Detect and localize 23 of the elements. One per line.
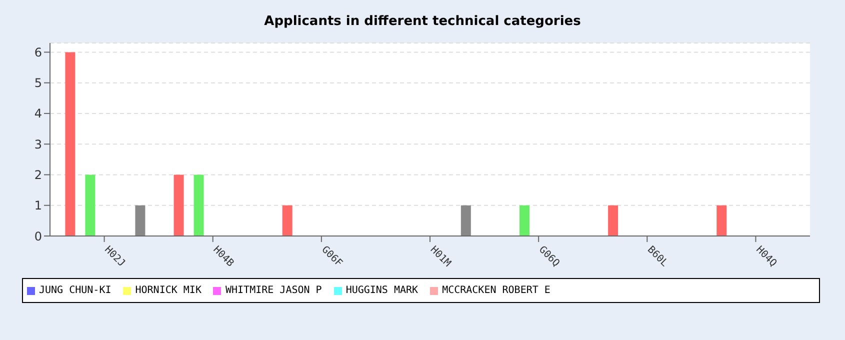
y-tick-label: 5 [34, 76, 42, 90]
bar [174, 174, 184, 236]
legend-label: MCCRACKEN ROBERT E [442, 285, 550, 296]
y-tick-label: 2 [34, 168, 42, 182]
y-tick-label: 3 [34, 137, 42, 152]
y-tick-label: 4 [34, 106, 42, 121]
legend-label: HORNICK MIK [135, 285, 202, 296]
bar [282, 205, 292, 236]
legend-label: JUNG CHUN-KI [39, 285, 112, 296]
bar [519, 205, 530, 236]
bar [460, 205, 471, 236]
chart-title: Applicants in different technical categories [263, 14, 582, 29]
bar [135, 205, 146, 236]
y-tick-label: 1 [34, 198, 42, 213]
bar [716, 205, 727, 236]
legend-label: HUGGINS MARK [346, 285, 418, 296]
bar [85, 174, 96, 236]
y-tick-label: 0 [34, 229, 42, 244]
legend-label: WHITMIRE JASON P [225, 285, 322, 296]
bar [608, 205, 618, 236]
bar [65, 52, 76, 236]
bar [194, 174, 204, 236]
y-tick-label: 6 [34, 45, 42, 60]
